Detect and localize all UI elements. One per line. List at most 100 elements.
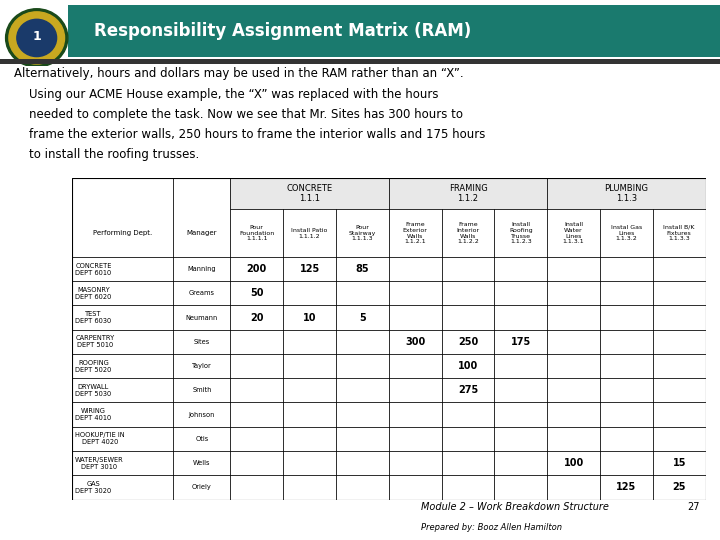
Bar (72, 178, 174, 257)
Text: 25: 25 (672, 482, 686, 492)
Text: 100: 100 (458, 361, 478, 371)
Text: MASONRY
DEPT 6020: MASONRY DEPT 6020 (75, 287, 112, 300)
Text: Taylor: Taylor (192, 363, 212, 369)
Bar (174, 178, 230, 257)
Bar (441, 451, 495, 475)
Bar (495, 451, 547, 475)
Bar (283, 427, 336, 451)
Bar (230, 475, 283, 500)
Bar (174, 378, 230, 402)
Text: ROOFING
DEPT 5020: ROOFING DEPT 5020 (75, 360, 112, 373)
Text: 85: 85 (356, 264, 369, 274)
Bar (174, 427, 230, 451)
Bar (230, 354, 283, 378)
Text: Performing Dept.: Performing Dept. (93, 230, 153, 236)
Bar (283, 210, 336, 257)
Bar (72, 354, 174, 378)
Bar (174, 427, 230, 451)
Text: Instal Gas
Lines
1.1.3.2: Instal Gas Lines 1.1.3.2 (611, 225, 642, 241)
Text: TEST
DEPT 6030: TEST DEPT 6030 (75, 311, 112, 324)
Bar (72, 329, 174, 354)
Bar (336, 329, 389, 354)
Bar (72, 329, 174, 354)
Bar (283, 210, 336, 257)
Bar (72, 281, 174, 306)
Text: Install Patio
1.1.1.2: Install Patio 1.1.1.2 (292, 228, 328, 239)
Bar (72, 257, 174, 281)
Bar (653, 210, 706, 257)
Bar (495, 306, 547, 329)
Text: Greams: Greams (189, 291, 215, 296)
Bar (441, 210, 495, 257)
Bar (441, 306, 495, 329)
Text: WATER/SEWER
DEPT 3010: WATER/SEWER DEPT 3010 (75, 457, 124, 470)
Bar (174, 402, 230, 427)
Bar (389, 451, 441, 475)
Text: Johnson: Johnson (189, 411, 215, 417)
Bar (600, 475, 653, 500)
Bar (283, 281, 336, 306)
Bar (72, 378, 174, 402)
Bar (441, 210, 495, 257)
Bar (174, 306, 230, 329)
Text: 125: 125 (616, 482, 636, 492)
Bar (495, 329, 547, 354)
Text: 275: 275 (458, 386, 478, 395)
Bar (336, 306, 389, 329)
Text: Pour
Stairway
1.1.1.3: Pour Stairway 1.1.1.3 (348, 225, 376, 241)
Bar (336, 281, 389, 306)
Bar (600, 329, 653, 354)
Bar (547, 451, 600, 475)
Bar (547, 475, 600, 500)
Text: Using our ACME House example, the “X” was replaced with the hours: Using our ACME House example, the “X” wa… (14, 87, 439, 100)
Bar (336, 354, 389, 378)
Bar (72, 451, 174, 475)
Bar (495, 427, 547, 451)
Bar (336, 451, 389, 475)
Bar (441, 378, 495, 402)
Bar (389, 210, 441, 257)
Text: Sites: Sites (194, 339, 210, 345)
Bar (72, 402, 174, 427)
Bar (495, 402, 547, 427)
Text: 200: 200 (247, 264, 267, 274)
Text: frame the exterior walls, 250 hours to frame the interior walls and 175 hours: frame the exterior walls, 250 hours to f… (14, 127, 486, 140)
Bar (230, 281, 283, 306)
Text: 5: 5 (359, 313, 366, 322)
Bar (230, 329, 283, 354)
Bar (547, 378, 600, 402)
Bar (547, 210, 600, 257)
Circle shape (17, 19, 57, 57)
Text: 50: 50 (250, 288, 264, 298)
Bar (72, 306, 174, 329)
Bar (336, 210, 389, 257)
Bar (174, 451, 230, 475)
Bar (72, 451, 174, 475)
Bar (72, 475, 174, 500)
Text: Manager: Manager (186, 230, 217, 236)
Bar (600, 210, 653, 257)
Bar (495, 257, 547, 281)
Bar (600, 427, 653, 451)
Bar (441, 427, 495, 451)
Bar (653, 378, 706, 402)
Bar (336, 427, 389, 451)
Bar (174, 281, 230, 306)
Bar (547, 178, 706, 210)
Bar (653, 475, 706, 500)
Bar (653, 427, 706, 451)
Bar (389, 257, 441, 281)
Bar (283, 306, 336, 329)
Bar (653, 402, 706, 427)
Bar (441, 354, 495, 378)
Bar (495, 378, 547, 402)
Text: Frame
Interior
Walls
1.1.2.2: Frame Interior Walls 1.1.2.2 (456, 222, 480, 244)
Bar (389, 354, 441, 378)
Bar (230, 306, 283, 329)
Bar (174, 354, 230, 378)
Bar (653, 257, 706, 281)
Bar (441, 475, 495, 500)
Bar (653, 281, 706, 306)
Bar (389, 178, 547, 210)
Bar (72, 427, 174, 451)
